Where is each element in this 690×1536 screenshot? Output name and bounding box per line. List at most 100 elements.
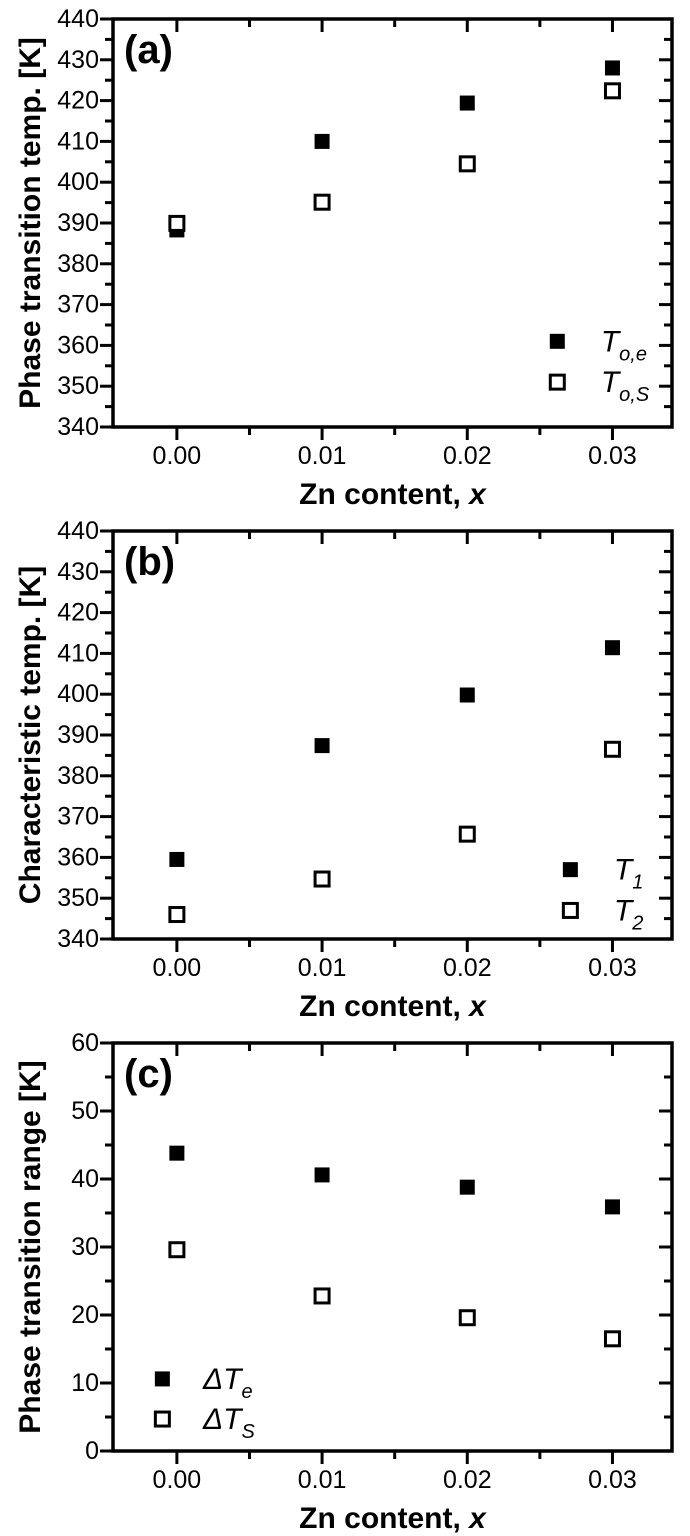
y-tick-label: 350: [57, 372, 99, 400]
data-point-marker: [604, 640, 620, 656]
series-T2: [168, 740, 621, 924]
axis-ticks: [100, 529, 672, 952]
series-T1: [169, 640, 620, 867]
series-To,e: [169, 60, 620, 238]
panel-b-chart: 0.00 0.01 0.02 0.03 340 350 360 370 380 390 400 410…: [14, 517, 674, 1023]
data-point-marker: [603, 1330, 621, 1348]
plot-box: [111, 17, 674, 429]
y-tick-label: 60: [71, 1029, 99, 1057]
series-dTS: [168, 1241, 621, 1348]
x-tick-label: 0.01: [298, 442, 347, 470]
y-tick-label: 0: [85, 1437, 99, 1465]
data-point-marker: [168, 1241, 186, 1259]
y-tick-label: 340: [57, 413, 99, 441]
data-point-marker: [314, 738, 330, 754]
data-point-marker: [168, 214, 186, 232]
y-tick-label: 400: [57, 680, 99, 708]
x-tick-label: 0.02: [443, 442, 492, 470]
series-dTe: [169, 1145, 620, 1215]
y-tick-label: 380: [57, 762, 99, 790]
legend-marker: [154, 1371, 170, 1387]
y-tick-label: 400: [57, 168, 99, 196]
x-tick-label: 0.02: [443, 1466, 492, 1494]
data-point-marker: [314, 1167, 330, 1183]
data-point-marker: [313, 870, 331, 888]
x-tick-label: 0.03: [588, 442, 637, 470]
data-point-marker: [458, 155, 476, 173]
legend-marker: [549, 333, 565, 349]
x-axis-title: Zn content, x: [299, 1502, 487, 1535]
y-tick-label: 370: [57, 803, 99, 831]
axis-ticks: [100, 1041, 672, 1464]
data-point-marker: [459, 687, 475, 703]
plot-box: [111, 529, 674, 941]
y-tick-label: 380: [57, 250, 99, 278]
panel-letter: (a): [124, 28, 173, 72]
y-tick-label: 440: [57, 5, 99, 33]
legend-label: ΔTe: [202, 1363, 253, 1403]
y-tick-label: 390: [57, 721, 99, 749]
legend-label: T2: [614, 894, 643, 934]
data-point-marker: [458, 825, 476, 843]
y-axis-title: Phase transition range [K]: [14, 1060, 47, 1433]
x-axis-title: Zn content, x: [299, 478, 487, 511]
y-tick-label: 420: [57, 87, 99, 115]
data-point-marker: [169, 851, 185, 867]
tick-labels: 0.00 0.01 0.02 0.03 0 10 20 30 40 50 60: [71, 1029, 637, 1494]
panel-c: 0.00 0.01 0.02 0.03 0 10 20 30 40 50 60 Zn content,…: [0, 1024, 690, 1536]
legend-label: To,e: [601, 325, 647, 365]
y-tick-label: 430: [57, 46, 99, 74]
y-tick-label: 420: [57, 599, 99, 627]
legend-marker: [561, 901, 579, 919]
data-point-marker: [604, 60, 620, 76]
panel-letter: (c): [124, 1052, 173, 1096]
x-tick-label: 0.00: [153, 954, 202, 982]
legend-marker: [562, 862, 578, 878]
y-axis-title: Characteristic temp. [K]: [14, 566, 47, 904]
data-point-marker: [168, 906, 186, 924]
panel-c-chart: 0.00 0.01 0.02 0.03 0 10 20 30 40 50 60 Zn content,…: [14, 1029, 674, 1535]
data-point-marker: [459, 1179, 475, 1195]
legend-label: To,S: [601, 366, 650, 406]
y-tick-label: 410: [57, 639, 99, 667]
x-axis-title: Zn content, x: [299, 990, 487, 1023]
data-point-marker: [603, 82, 621, 100]
y-tick-label: 410: [57, 127, 99, 155]
data-point-marker: [169, 1145, 185, 1161]
y-tick-label: 440: [57, 517, 99, 545]
x-tick-label: 0.00: [153, 442, 202, 470]
panel-letter: (b): [124, 540, 175, 584]
legend-marker: [548, 373, 566, 391]
panel-a-chart: 0.00 0.01 0.02 0.03 340 350 360 370 380 390 400 410…: [14, 5, 674, 511]
x-tick-label: 0.03: [588, 1466, 637, 1494]
tick-labels: 0.00 0.01 0.02 0.03 340 350 360 370 380 390 400 410…: [57, 517, 637, 982]
legend-label: ΔTS: [202, 1403, 255, 1443]
x-tick-label: 0.02: [443, 954, 492, 982]
legend-label: T1: [614, 854, 643, 894]
y-tick-label: 30: [71, 1233, 99, 1261]
data-point-marker: [458, 1309, 476, 1327]
y-tick-label: 40: [71, 1165, 99, 1193]
x-tick-label: 0.01: [298, 954, 347, 982]
data-point-marker: [313, 1287, 331, 1305]
plot-box: [111, 1041, 674, 1453]
panel-b: 0.00 0.01 0.02 0.03 340 350 360 370 380 390 400 410…: [0, 512, 690, 1024]
y-tick-label: 360: [57, 331, 99, 359]
data-point-marker: [314, 133, 330, 149]
y-tick-label: 360: [57, 843, 99, 871]
y-tick-label: 430: [57, 558, 99, 586]
y-tick-label: 370: [57, 291, 99, 319]
data-point-marker: [603, 740, 621, 758]
x-tick-label: 0.00: [153, 1466, 202, 1494]
y-tick-label: 340: [57, 925, 99, 953]
x-tick-label: 0.03: [588, 954, 637, 982]
y-axis-title: Phase transition temp. [K]: [14, 37, 47, 409]
data-point-marker: [604, 1199, 620, 1215]
x-tick-label: 0.01: [298, 1466, 347, 1494]
legend: To,eTo,S: [548, 325, 650, 406]
data-point-marker: [313, 193, 331, 211]
y-tick-label: 350: [57, 884, 99, 912]
y-tick-label: 390: [57, 209, 99, 237]
